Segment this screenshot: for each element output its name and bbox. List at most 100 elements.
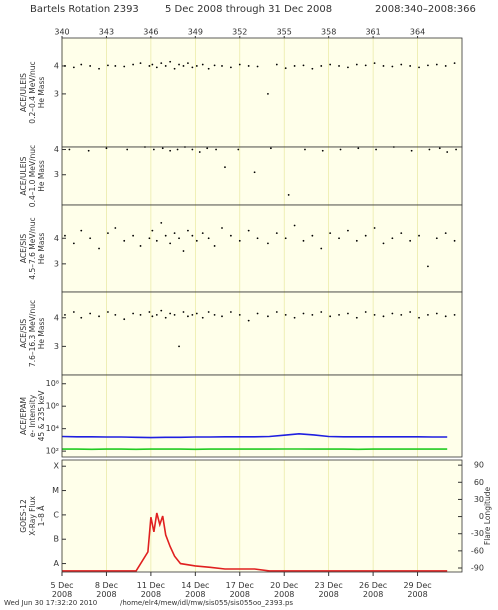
data-point (89, 237, 92, 240)
top-tick-label: 346 (143, 28, 158, 37)
data-point (169, 60, 172, 63)
data-point (347, 229, 349, 232)
data-point (148, 65, 151, 67)
data-point (435, 63, 438, 66)
data-point (98, 247, 100, 250)
data-point (410, 149, 413, 152)
data-point (221, 65, 223, 67)
data-point (169, 312, 172, 315)
data-point (320, 247, 323, 250)
data-point (198, 151, 201, 153)
data-point (173, 67, 176, 70)
y-tick-label: 3 (54, 170, 59, 179)
y-axis-label: He Mass (37, 160, 46, 192)
data-point (444, 232, 447, 235)
data-point (338, 237, 340, 240)
data-point (304, 148, 306, 151)
data-point (364, 64, 367, 67)
y-tick-label: 3 (54, 89, 59, 98)
data-point (64, 234, 66, 237)
y2-tick-label: -60 (471, 546, 484, 555)
data-point (224, 166, 226, 169)
data-point (247, 65, 250, 67)
data-point (400, 313, 403, 316)
data-point (229, 66, 232, 69)
data-point (187, 315, 189, 318)
y2-tick-label: -90 (471, 564, 484, 573)
data-point (438, 147, 441, 150)
panel-frame (61, 459, 463, 573)
y2-tick-label: -30 (471, 529, 484, 538)
title-rotation: Bartels Rotation 2393 (30, 4, 139, 15)
panel-frame (61, 374, 463, 458)
data-point (107, 232, 109, 235)
y-tick-label: 10⁸ (46, 379, 59, 388)
data-point (114, 227, 117, 229)
data-point (302, 64, 305, 67)
data-point (253, 171, 256, 174)
y2-axis-label: Flare Longitude (483, 487, 492, 546)
y-tick-label: 4 (54, 145, 59, 154)
top-tick-label: 343 (99, 28, 114, 37)
data-point (275, 311, 278, 313)
data-point (347, 312, 349, 315)
y-axis-label: GOES-12 (19, 499, 28, 533)
data-point (267, 315, 269, 318)
data-point (87, 149, 90, 152)
y-tick-label: 4 (54, 313, 59, 322)
data-point (320, 311, 323, 313)
panel-background (62, 38, 462, 147)
data-point (126, 148, 129, 151)
data-point (311, 234, 314, 237)
y-tick-label: 4 (54, 234, 59, 243)
y-tick-label: M (52, 486, 59, 495)
data-point (132, 234, 135, 237)
data-point (347, 66, 349, 69)
data-point (164, 234, 167, 237)
data-point (72, 311, 75, 313)
data-point (195, 239, 198, 242)
data-point (237, 148, 240, 151)
y-tick-label: B (54, 535, 60, 544)
y-axis-label: He Mass (37, 318, 46, 350)
data-point (355, 316, 358, 319)
data-point (329, 232, 332, 235)
data-point (187, 62, 189, 65)
data-point (176, 148, 179, 151)
x-tick-label: 8 Dec 2008 (94, 581, 118, 599)
data-point (267, 242, 269, 245)
data-point (182, 65, 185, 67)
y-axis-label: ACE/SIS (19, 319, 28, 348)
data-point (409, 311, 412, 313)
data-point (444, 65, 447, 67)
data-point (409, 65, 412, 67)
data-point (269, 147, 272, 150)
data-point (382, 242, 385, 245)
data-point (418, 66, 420, 69)
data-point (178, 345, 180, 348)
data-point (114, 313, 117, 316)
y-axis-label: 1–8 Å (37, 505, 46, 527)
data-point (311, 67, 314, 70)
data-point (195, 65, 198, 67)
data-point (161, 147, 164, 150)
data-point (373, 227, 376, 229)
data-point (338, 65, 340, 67)
x-tick-label: 17 Dec 2008 (225, 581, 254, 599)
y-axis-label: e- Intensity (28, 394, 37, 437)
data-point (247, 229, 250, 232)
data-point (311, 313, 314, 316)
data-point (382, 65, 385, 67)
data-point (444, 315, 447, 318)
y2-tick-label: 60 (474, 478, 484, 487)
data-point (72, 242, 75, 245)
data-point (139, 313, 142, 316)
data-point (64, 65, 66, 67)
panel-background (62, 292, 462, 375)
data-point (238, 239, 241, 242)
data-point (229, 234, 232, 237)
data-point (152, 148, 155, 151)
y-axis-label: X-Ray Flux (28, 496, 37, 536)
data-point (201, 63, 204, 66)
